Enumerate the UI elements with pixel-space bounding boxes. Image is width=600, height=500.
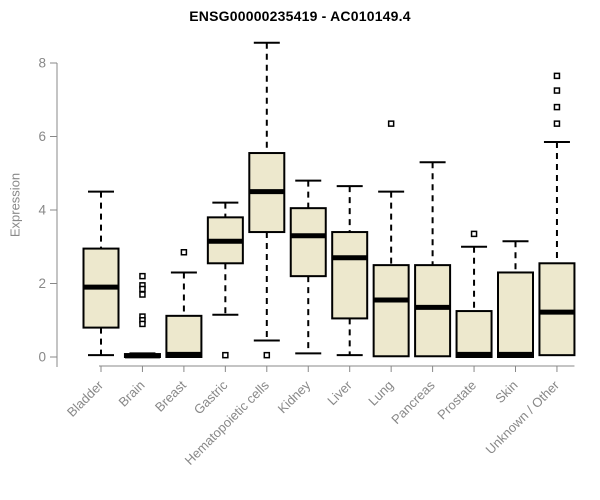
x-tick-label-pancreas: Pancreas bbox=[388, 377, 438, 427]
outlier-gastric bbox=[222, 351, 229, 359]
box-kidney bbox=[289, 207, 327, 278]
outlier-unknown-other bbox=[553, 87, 561, 94]
outlier-breast bbox=[180, 249, 188, 256]
y-tick-label: 2 bbox=[38, 276, 46, 291]
x-tick-label-bladder: Bladder bbox=[64, 377, 107, 420]
x-tick-label-brain: Brain bbox=[115, 378, 147, 410]
y-tick-label: 0 bbox=[38, 350, 46, 365]
box-liver bbox=[331, 231, 369, 320]
outlier-unknown-other bbox=[553, 103, 561, 111]
x-tick-label-skin: Skin bbox=[492, 378, 520, 406]
outlier-unknown-other bbox=[553, 120, 561, 127]
outlier-brain bbox=[139, 320, 146, 328]
box-breast bbox=[165, 314, 203, 358]
x-tick-label-gastric: Gastric bbox=[191, 377, 231, 417]
chart-title: ENSG00000235419 - AC010149.4 bbox=[189, 8, 411, 24]
outlier-hematopoietic-cells bbox=[263, 351, 271, 359]
box-skin bbox=[497, 271, 534, 359]
x-tick-label-kidney: Kidney bbox=[275, 377, 314, 416]
outlier-lung bbox=[387, 120, 395, 127]
box-prostate bbox=[455, 310, 493, 358]
outlier-brain bbox=[139, 291, 146, 298]
x-tick-label-prostate: Prostate bbox=[434, 378, 479, 423]
x-tick-label-lung: Lung bbox=[365, 378, 396, 409]
outlier-brain bbox=[139, 272, 146, 280]
outlier-brain bbox=[139, 285, 146, 293]
x-tick-label-breast: Breast bbox=[152, 377, 189, 414]
x-tick-label-unknown-other: Unknown / Other bbox=[482, 377, 562, 457]
box-pancreas bbox=[414, 264, 452, 358]
y-tick-label: 6 bbox=[38, 129, 46, 144]
box-unknown-other bbox=[538, 262, 576, 357]
y-tick-label: 4 bbox=[38, 203, 46, 218]
outlier-unknown-other bbox=[553, 72, 561, 80]
x-tick-label-liver: Liver bbox=[324, 377, 355, 408]
outlier-prostate bbox=[470, 230, 478, 238]
box-lung bbox=[372, 264, 410, 358]
y-tick-label: 8 bbox=[38, 56, 46, 71]
